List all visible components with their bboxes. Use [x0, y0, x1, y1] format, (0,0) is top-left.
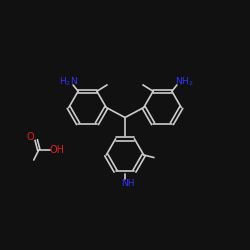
Text: O: O — [26, 132, 34, 142]
Text: NH$_2$: NH$_2$ — [175, 75, 194, 88]
Text: H$_2$N: H$_2$N — [59, 75, 78, 88]
Text: NH: NH — [121, 179, 134, 188]
Text: OH: OH — [50, 145, 65, 155]
